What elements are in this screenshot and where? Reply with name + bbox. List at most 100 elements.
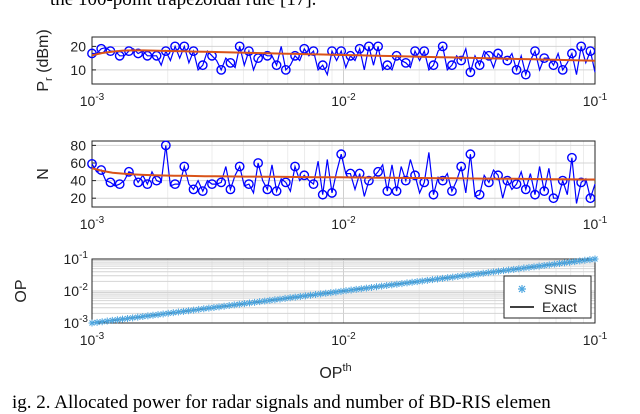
y-tick-label: 40 (70, 173, 86, 189)
y-tick-label: 10 (70, 62, 86, 78)
snis-marker (469, 271, 477, 279)
snis-marker (566, 258, 574, 266)
snis-marker (251, 298, 259, 306)
snis-marker (484, 269, 492, 277)
data-marker (474, 189, 485, 200)
snis-marker (205, 304, 213, 312)
snis-marker (108, 316, 116, 324)
y-tick-label: 60 (70, 155, 86, 171)
data-marker (225, 184, 236, 195)
snis-marker (103, 317, 111, 325)
data-marker (280, 65, 291, 75)
data-marker (271, 186, 282, 197)
data-marker (465, 149, 476, 160)
caption-top: the 100-point trapezoidal rule [17]. (50, 0, 316, 11)
data-marker (216, 65, 227, 75)
snis-marker (398, 280, 406, 288)
snis-marker (322, 289, 330, 297)
snis-marker (428, 276, 436, 284)
data-marker (465, 67, 476, 78)
x-tick-label: 10-3 (80, 331, 105, 348)
snis-marker (530, 263, 538, 271)
data-marker (576, 177, 587, 188)
snis-marker (159, 310, 167, 318)
data-marker (299, 170, 310, 181)
snis-marker (576, 257, 584, 265)
legend-label-exact: Exact (542, 299, 577, 315)
snis-marker (540, 261, 548, 269)
snis-marker (439, 274, 447, 282)
panel-outage-probability: 10-1 10-2 10-310-3 10-2 10-1 OP OPth SNIS Exact (13, 250, 608, 382)
snis-marker (235, 300, 243, 308)
data-marker (511, 65, 522, 75)
data-marker (437, 175, 448, 186)
snis-marker (362, 284, 370, 292)
snis-marker (352, 285, 360, 293)
panel-received-power: 10 20 10-3 10-2 10-1 Pr (dBm) (35, 29, 608, 109)
data-marker (483, 50, 494, 61)
data-marker (114, 179, 125, 190)
snis-marker (479, 269, 487, 277)
data-marker (87, 158, 97, 169)
snis-marker (515, 265, 523, 273)
snis-marker (464, 271, 472, 279)
data-marker (567, 152, 577, 163)
snis-marker (169, 309, 177, 317)
trend-line (91, 167, 595, 181)
snis-marker (210, 303, 218, 311)
y-axis-label: N (35, 168, 52, 180)
snis-marker (312, 291, 320, 299)
snis-marker (301, 292, 309, 300)
snis-marker (337, 287, 345, 295)
snis-marker (281, 294, 289, 302)
data-marker (557, 175, 568, 186)
data-marker (511, 179, 522, 190)
y-tick-label: 20 (70, 38, 86, 54)
data-marker (520, 69, 531, 80)
data-marker (502, 175, 513, 186)
snis-marker (98, 318, 106, 326)
snis-marker (373, 283, 381, 291)
x-tick-label: 10-3 (80, 215, 105, 232)
data-marker (539, 186, 550, 197)
snis-marker (240, 300, 248, 308)
y-axis-label: Pr (dBm) (35, 29, 55, 91)
snis-marker (246, 299, 254, 307)
data-marker (197, 186, 208, 197)
data-marker (437, 41, 448, 52)
data-marker (197, 60, 208, 71)
data-marker (557, 65, 568, 75)
snis-marker (535, 262, 543, 270)
x-tick-label: 10-2 (331, 215, 356, 232)
legend-label-snis: SNIS (544, 281, 577, 297)
snis-marker (164, 309, 172, 317)
snis-marker (413, 278, 421, 286)
snis-marker (423, 276, 431, 284)
snis-marker (271, 296, 279, 304)
x-tick-label: 10-3 (80, 92, 105, 109)
y-tick-label: 20 (70, 190, 86, 206)
snis-marker (347, 286, 355, 294)
data-marker (336, 149, 347, 160)
data-marker (317, 189, 328, 200)
data-marker (160, 140, 171, 151)
data-line (91, 145, 596, 204)
data-marker (419, 46, 430, 56)
data-marker (382, 60, 393, 71)
data-marker (363, 41, 374, 52)
data-marker (170, 179, 180, 190)
snis-marker (520, 264, 528, 272)
snis-marker (474, 270, 482, 278)
y-tick-label: 10-2 (64, 282, 89, 299)
data-marker (530, 46, 540, 56)
y-tick-label: 10-3 (64, 314, 89, 331)
data-marker (243, 46, 254, 56)
caption-bottom: ig. 2. Allocated power for radar signals… (12, 392, 551, 413)
data-marker (188, 184, 199, 195)
snis-marker (129, 314, 137, 322)
axes-frame (91, 140, 596, 208)
data-marker (502, 55, 513, 66)
snis-marker (256, 298, 264, 306)
data-marker (262, 50, 273, 61)
